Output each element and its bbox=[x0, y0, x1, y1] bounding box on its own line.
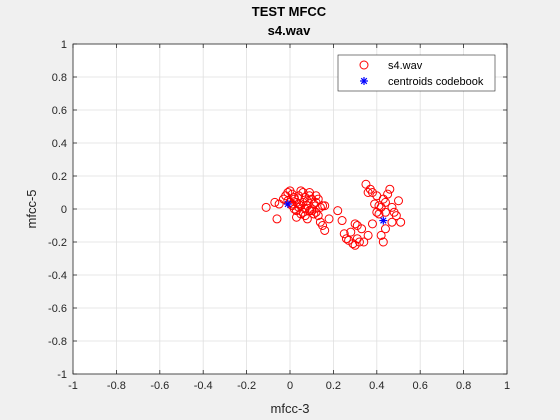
legend-circle-marker bbox=[359, 60, 369, 70]
x-tick-label: 0.2 bbox=[326, 380, 341, 392]
data-point bbox=[307, 204, 317, 214]
data-point bbox=[302, 214, 312, 224]
data-point bbox=[320, 201, 330, 211]
data-point bbox=[339, 229, 349, 239]
x-axis-label: mfcc-3 bbox=[271, 401, 310, 416]
data-point bbox=[385, 184, 395, 194]
data-point bbox=[350, 219, 360, 229]
data-point bbox=[372, 191, 382, 201]
x-tick-label: -0.4 bbox=[194, 380, 213, 392]
data-point bbox=[387, 217, 397, 227]
data-point bbox=[313, 211, 323, 221]
y-tick-label: -1 bbox=[57, 369, 67, 381]
data-point bbox=[380, 207, 390, 217]
centroid-point bbox=[379, 216, 388, 225]
data-point bbox=[318, 221, 328, 230]
data-points bbox=[261, 179, 406, 250]
x-tick-label: -0.6 bbox=[150, 380, 169, 392]
legend: s4.wav centroids codebook bbox=[337, 54, 496, 92]
data-point bbox=[363, 230, 373, 240]
x-tick-label: 1 bbox=[504, 380, 510, 392]
y-tick-label: 0.6 bbox=[52, 105, 67, 117]
y-axis-label: mfcc-5 bbox=[24, 190, 39, 229]
y-tick-label: 0.4 bbox=[52, 138, 67, 150]
y-tick-labels: -1 -0.8 -0.6 -0.4 -0.2 0 0.2 0.4 0.6 0.8 1 bbox=[48, 39, 67, 381]
x-tick-label: 0.8 bbox=[456, 380, 471, 392]
legend-label-series-2: centroids codebook bbox=[388, 76, 484, 88]
y-tick-label: 0 bbox=[61, 204, 67, 216]
data-point bbox=[363, 188, 373, 197]
chart-subtitle: s4.wav bbox=[268, 23, 311, 38]
data-point bbox=[324, 214, 334, 224]
data-point bbox=[270, 197, 280, 207]
data-point bbox=[320, 225, 330, 235]
data-point bbox=[367, 219, 377, 229]
data-point bbox=[289, 192, 299, 202]
data-point bbox=[374, 201, 384, 211]
data-point bbox=[387, 202, 397, 212]
data-point bbox=[383, 189, 393, 199]
x-tick-label: -0.2 bbox=[237, 380, 256, 392]
data-point bbox=[294, 199, 304, 209]
data-point bbox=[309, 209, 319, 219]
data-point bbox=[337, 216, 347, 226]
x-tick-labels: -1 -0.8 -0.6 -0.4 -0.2 0 0.2 0.4 0.6 0.8 1 bbox=[68, 380, 510, 392]
data-point bbox=[300, 204, 310, 214]
data-point bbox=[296, 186, 306, 196]
legend-star-marker bbox=[360, 77, 368, 85]
data-point bbox=[376, 230, 386, 240]
data-point bbox=[346, 227, 356, 237]
y-tick-label: 0.2 bbox=[52, 171, 67, 183]
data-point bbox=[305, 188, 315, 197]
data-point bbox=[354, 237, 364, 247]
data-point bbox=[378, 237, 388, 247]
data-point bbox=[333, 206, 343, 216]
x-tick-label: 0 bbox=[287, 380, 293, 392]
y-tick-label: 0.8 bbox=[52, 72, 67, 84]
data-point bbox=[391, 211, 401, 221]
plot-border bbox=[72, 43, 508, 375]
legend-label-series-1: s4.wav bbox=[388, 60, 423, 72]
centroid-point bbox=[283, 200, 292, 209]
y-tick-label: -0.8 bbox=[48, 336, 67, 348]
legend-star-glyph bbox=[360, 77, 368, 85]
x-tick-label: -0.8 bbox=[107, 380, 126, 392]
data-point bbox=[394, 196, 403, 206]
data-point bbox=[396, 217, 406, 227]
data-point bbox=[272, 214, 282, 224]
y-tick-label: -0.2 bbox=[48, 237, 67, 249]
y-tick-label: -0.4 bbox=[48, 270, 67, 282]
x-tick-label: 0.4 bbox=[369, 380, 384, 392]
data-point bbox=[318, 201, 328, 211]
y-tick-label: 1 bbox=[61, 39, 67, 51]
data-point bbox=[261, 202, 271, 212]
chart-title: TEST MFCC bbox=[252, 4, 327, 19]
x-tick-label: -1 bbox=[68, 380, 78, 392]
data-point bbox=[359, 237, 369, 247]
data-point bbox=[380, 224, 390, 234]
y-tick-label: -0.6 bbox=[48, 303, 67, 315]
data-point bbox=[341, 234, 351, 244]
x-tick-label: 0.6 bbox=[413, 380, 428, 392]
data-point bbox=[357, 224, 367, 234]
